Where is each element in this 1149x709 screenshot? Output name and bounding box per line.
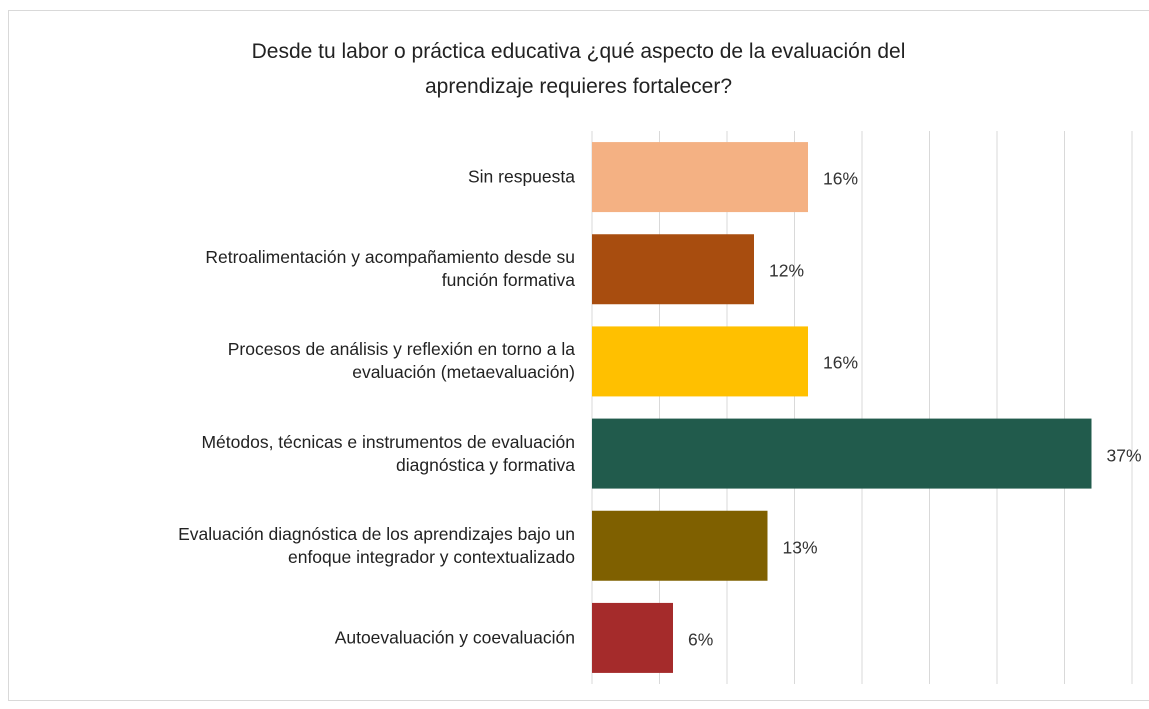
data-label: 16% (823, 353, 859, 374)
bar (592, 418, 1092, 489)
y-tick-label: Métodos, técnicas e instrumentos de eval… (201, 431, 575, 475)
bar (592, 142, 808, 213)
bar (592, 326, 808, 397)
y-tick-label: Procesos de análisis y reflexión en torn… (227, 339, 575, 383)
chart-title: Desde tu labor o práctica educativa ¿qué… (251, 40, 906, 98)
data-label: 6% (688, 629, 714, 650)
data-label: 12% (769, 260, 805, 281)
data-label: 16% (823, 168, 859, 189)
bar (592, 510, 768, 581)
y-tick-label: Sin respuesta (467, 166, 575, 187)
chart-border (8, 10, 1149, 701)
y-tick-label: Evaluación diagnóstica de los aprendizaj… (178, 523, 575, 567)
bar (592, 234, 754, 305)
data-label: 37% (1106, 445, 1142, 466)
y-tick-label: Retroalimentación y acompañamiento desde… (205, 247, 575, 291)
y-tick-label: Autoevaluación y coevaluación (334, 627, 575, 648)
bar (592, 602, 673, 673)
data-label: 13% (782, 537, 818, 558)
